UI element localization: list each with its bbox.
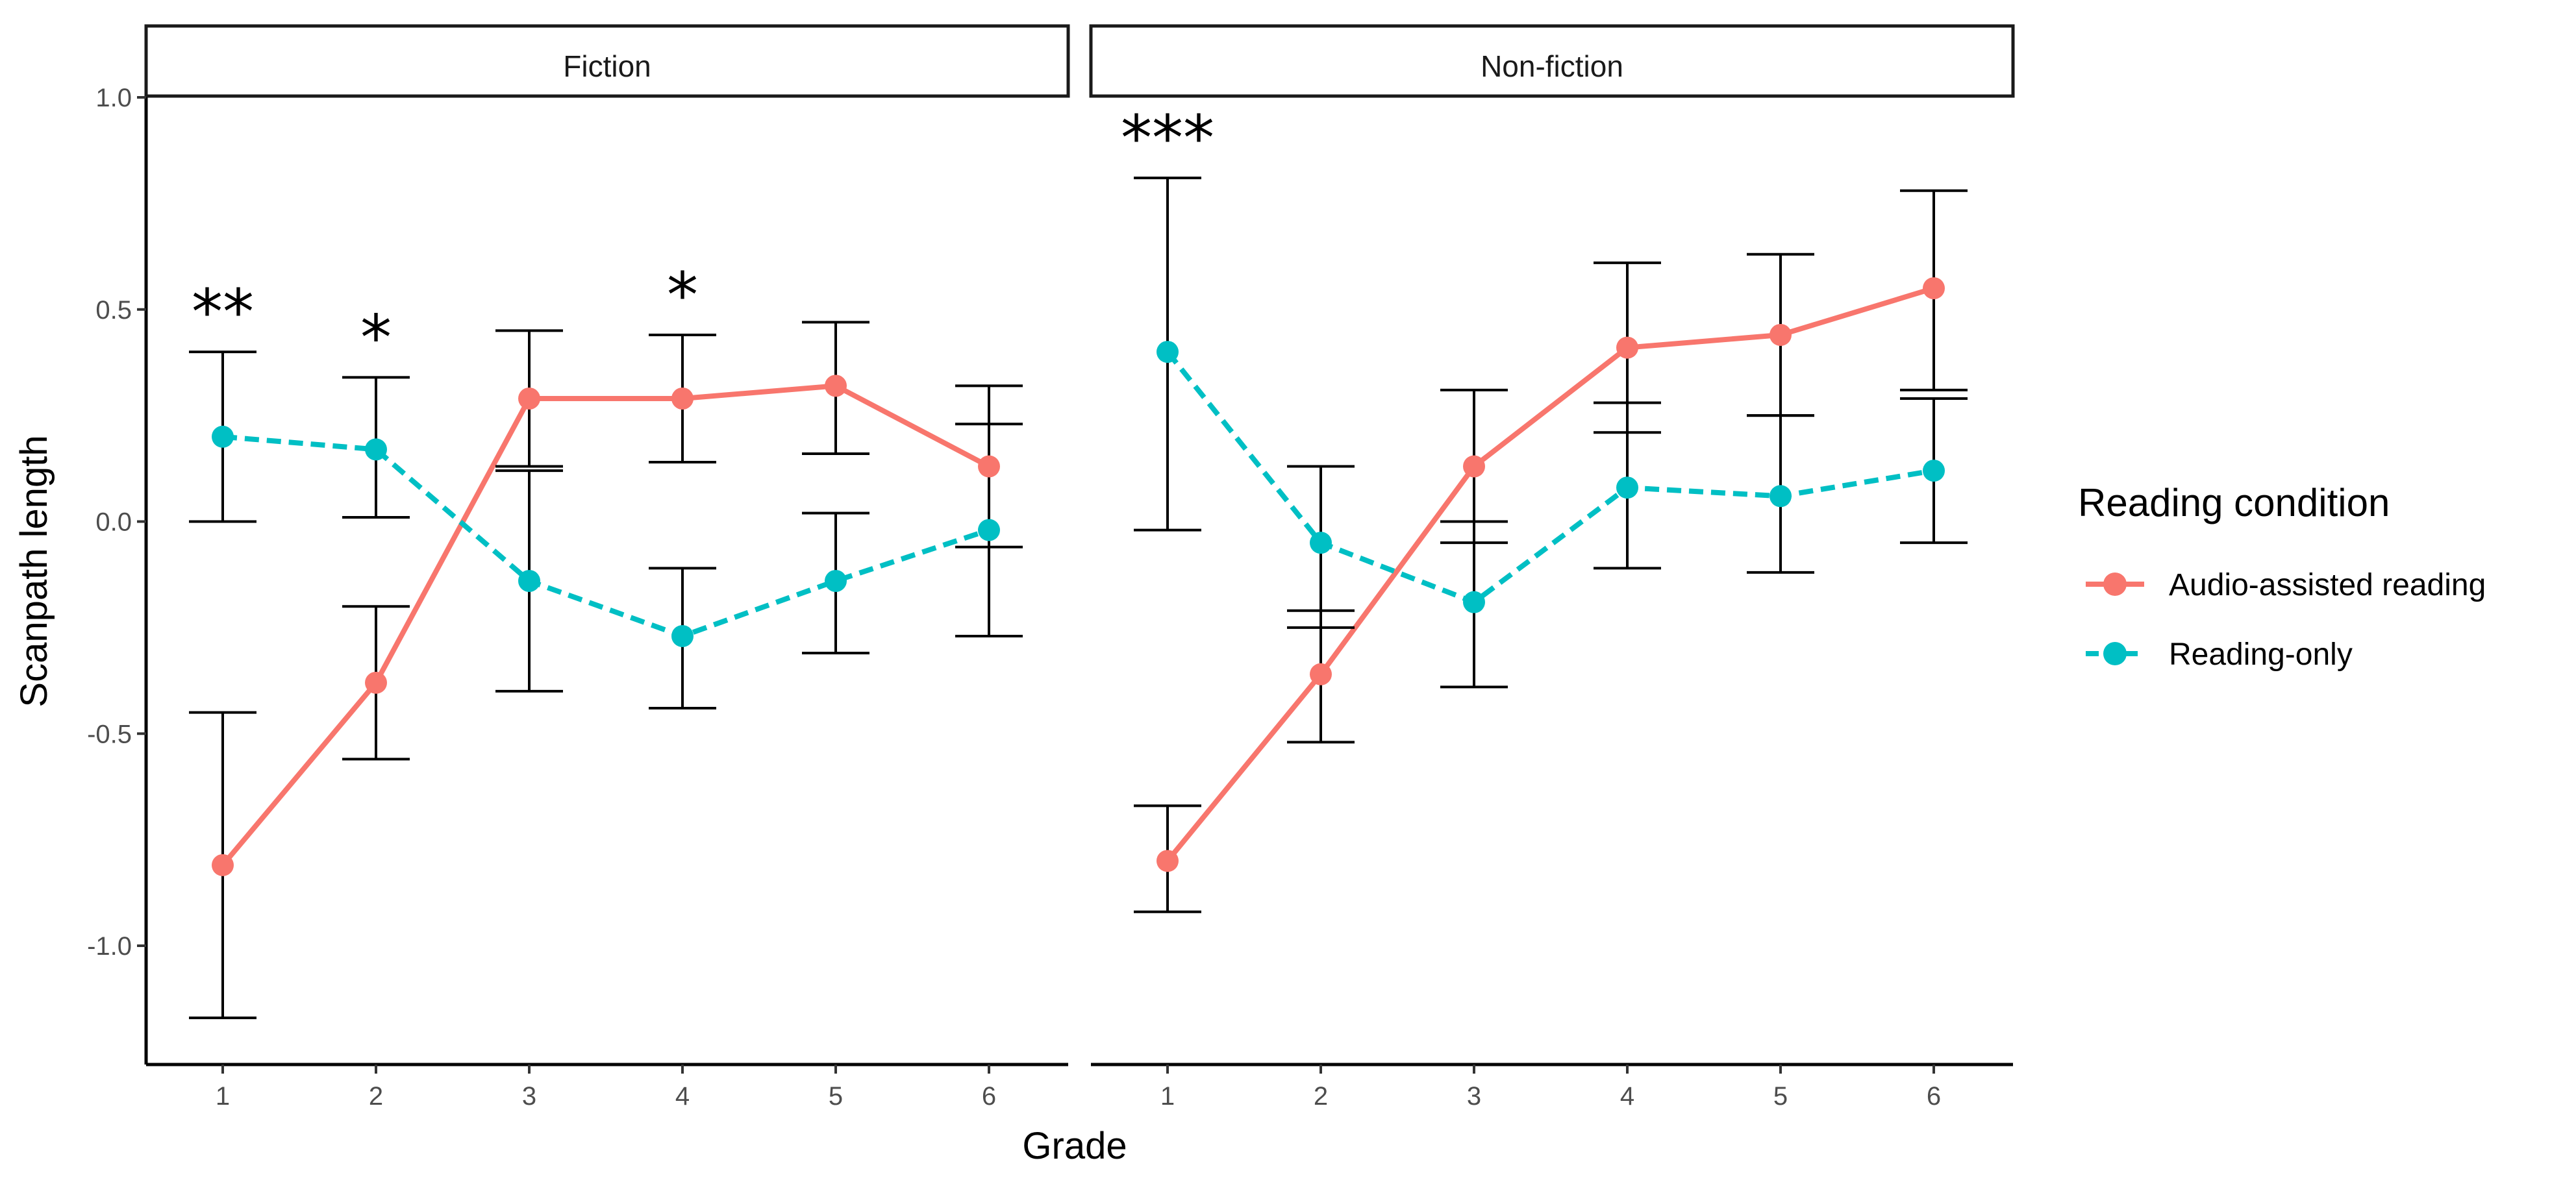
x-tick-label: 2 <box>1314 1082 1328 1111</box>
data-point-audio-assisted <box>1463 455 1485 478</box>
legend: Reading condition Audio-assisted reading… <box>2078 481 2486 672</box>
data-point-audio-assisted <box>1157 850 1179 872</box>
data-point-reading-only <box>825 570 847 592</box>
x-tick-label: 1 <box>216 1082 230 1111</box>
series-line-audio-assisted <box>1165 286 1935 863</box>
series-line-audio-assisted <box>220 383 990 867</box>
legend-key-reading-only-marker <box>2103 642 2127 665</box>
data-point-reading-only <box>518 570 540 592</box>
x-tick-label: 2 <box>369 1082 383 1111</box>
x-tick-label: 3 <box>522 1082 536 1111</box>
data-point-audio-assisted <box>212 854 234 876</box>
y-tick-label: -0.5 <box>87 720 132 748</box>
data-point-audio-assisted <box>1923 277 1945 300</box>
panel-strip-title: Non-fiction <box>1481 49 1623 83</box>
panels-layer: Fiction-1.0-0.50.00.51.01 2 3 4 5 6** **Non-fi… <box>87 24 2015 1111</box>
data-point-audio-assisted <box>1616 336 1638 359</box>
data-point-audio-assisted <box>978 455 1000 478</box>
series-line-reading-only <box>1165 350 1934 605</box>
data-point-reading-only <box>365 438 387 461</box>
legend-label-reading-only: Reading-only <box>2169 637 2353 672</box>
series-line-reading-only <box>222 434 990 639</box>
x-tick-label: 1 <box>1160 1082 1175 1111</box>
legend-title: Reading condition <box>2078 481 2390 524</box>
x-tick-label: 4 <box>1620 1082 1634 1111</box>
data-point-audio-assisted <box>671 387 694 410</box>
data-point-reading-only <box>1923 460 1945 482</box>
data-point-audio-assisted <box>1769 323 1792 346</box>
data-point-audio-assisted <box>825 375 847 397</box>
data-point-reading-only <box>1157 341 1179 363</box>
panel-0: Fiction-1.0-0.50.00.51.01 2 3 4 5 6** ** <box>87 24 1070 1111</box>
panel-strip <box>144 24 1070 98</box>
x-tick-label: 5 <box>1773 1082 1788 1111</box>
data-point-reading-only <box>671 624 694 647</box>
y-tick-label: 1.0 <box>95 84 132 112</box>
x-axis-title: Grade <box>1022 1125 1127 1167</box>
data-point-audio-assisted <box>518 387 540 410</box>
x-tick-label: 5 <box>829 1082 843 1111</box>
y-tick-label: 0.5 <box>95 296 132 325</box>
legend-label-audio-assisted: Audio-assisted reading <box>2169 568 2486 602</box>
data-point-audio-assisted <box>1310 663 1332 685</box>
significance-marker: * <box>667 259 698 332</box>
x-tick-label: 4 <box>675 1082 690 1111</box>
panel-strip <box>1089 24 2015 98</box>
y-axis-title: Scanpath length <box>13 435 55 707</box>
y-tick-label: -1.0 <box>87 932 132 961</box>
legend-item-reading-only: Reading-only <box>2086 637 2353 672</box>
data-point-reading-only <box>1769 485 1792 508</box>
data-point-reading-only <box>1310 532 1332 554</box>
legend-item-audio-assisted: Audio-assisted reading <box>2086 568 2486 602</box>
panel-strip-title: Fiction <box>563 49 651 83</box>
data-point-reading-only <box>1463 591 1485 613</box>
x-tick-label: 6 <box>1927 1082 1941 1111</box>
x-tick-label: 3 <box>1467 1082 1481 1111</box>
x-tick-label: 6 <box>982 1082 996 1111</box>
significance-marker: * <box>360 301 392 374</box>
data-point-reading-only <box>978 519 1000 541</box>
panel-1: Non-fiction 1 2 3 4 5 6 *** <box>1089 24 2015 1111</box>
data-point-reading-only <box>212 425 234 448</box>
legend-key-audio-marker <box>2103 573 2127 596</box>
y-tick-label: 0.0 <box>95 508 132 537</box>
significance-marker: *** <box>1121 102 1214 175</box>
data-point-audio-assisted <box>365 671 387 694</box>
data-point-reading-only <box>1616 476 1638 499</box>
significance-marker: ** <box>192 276 254 349</box>
